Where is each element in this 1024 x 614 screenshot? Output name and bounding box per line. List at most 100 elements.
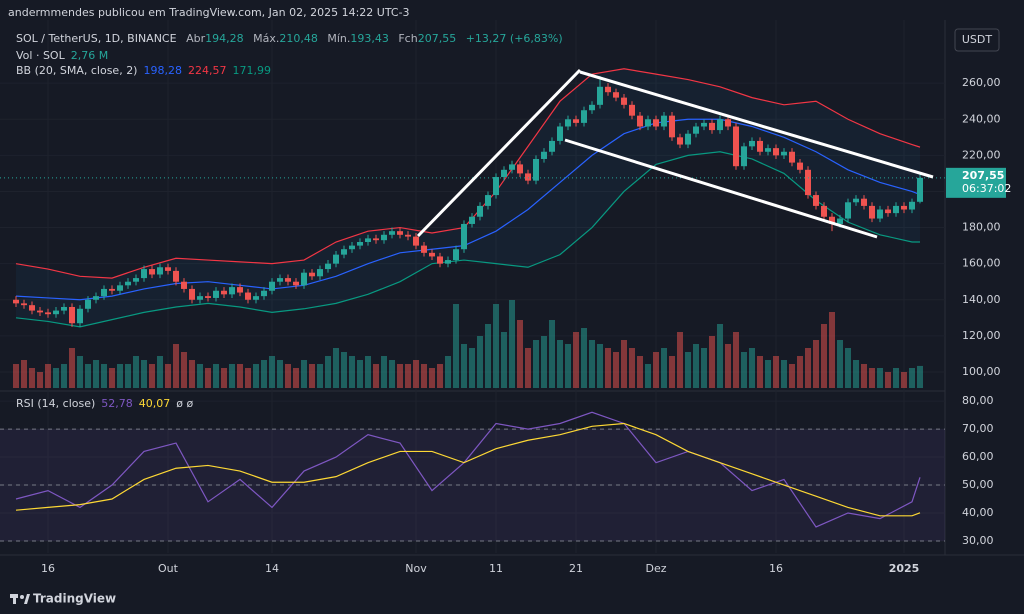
y-tick-label: 220,00: [962, 148, 1001, 161]
candle-body: [317, 269, 323, 277]
y-tick-label: 260,00: [962, 76, 1001, 89]
volume-bar: [541, 336, 547, 388]
candle-body: [589, 104, 595, 111]
candle-body: [461, 223, 467, 250]
volume-bar: [853, 360, 859, 388]
volume-bar: [13, 364, 19, 388]
volume-bar: [597, 344, 603, 388]
volume-bar: [189, 360, 195, 388]
volume-bar: [341, 352, 347, 388]
volume-bar: [117, 364, 123, 388]
currency-box[interactable]: [954, 28, 1000, 52]
y-tick-label: 180,00: [962, 221, 1001, 234]
ohlc-value: 193,43: [350, 32, 389, 45]
volume-bar: [309, 364, 315, 388]
trend-line: [579, 70, 934, 179]
candle-body: [853, 198, 859, 203]
ohlc-key: Abr: [186, 32, 206, 45]
volume-bar: [173, 344, 179, 388]
rsi-line: [15, 422, 921, 517]
x-tick-label: 11: [489, 562, 503, 575]
candle-body: [861, 198, 867, 206]
volume-bar: [133, 356, 139, 388]
last-price-label: 207,55: [962, 169, 1004, 182]
volume-bar: [453, 304, 459, 388]
candle-body: [653, 119, 659, 127]
rsi-tick-label: 60,00: [962, 450, 994, 463]
volume-bar: [45, 364, 51, 388]
volume-bar: [821, 324, 827, 388]
candle-body: [525, 173, 531, 181]
candle-body: [837, 218, 843, 224]
rsi: [0, 411, 945, 542]
candle-body: [141, 269, 147, 279]
volume-bar: [437, 364, 443, 388]
x-tick-label: Nov: [405, 562, 427, 575]
candle-body: [629, 104, 635, 116]
publisher: andermmendes publicou em TradingView.com…: [8, 6, 410, 19]
volume-bar: [669, 356, 675, 388]
volume-bar: [85, 364, 91, 388]
candle-body: [869, 205, 875, 219]
ohlc-value: 207,55: [418, 32, 457, 45]
candle-body: [165, 267, 171, 271]
volume-bar: [29, 368, 35, 388]
volume-bar: [909, 368, 915, 388]
logo-bar: [13, 598, 16, 604]
volume-bar: [477, 336, 483, 388]
volume-bar: [21, 360, 27, 388]
volume-bar: [917, 365, 923, 388]
volume-bar: [845, 348, 851, 388]
rsi-na: ø ø: [176, 397, 193, 410]
candle-body: [613, 92, 619, 98]
volume-bar: [397, 364, 403, 388]
candle-body: [197, 296, 203, 300]
volume-bar: [405, 364, 411, 388]
candle-body: [645, 119, 651, 127]
volume-bar: [381, 356, 387, 388]
candle-body: [181, 281, 187, 289]
volume-value: 2,76 M: [71, 49, 108, 62]
logo-shape: [24, 594, 30, 604]
candle-body: [173, 270, 179, 282]
volume-bar: [165, 364, 171, 388]
volume-bar: [605, 348, 611, 388]
candle-body: [341, 249, 347, 255]
candle-body: [717, 119, 723, 131]
volume-bar: [733, 332, 739, 388]
candle-body: [733, 126, 739, 167]
candle-body: [517, 164, 523, 174]
candle-body: [565, 119, 571, 127]
candle-body: [813, 195, 819, 206]
candle-body: [821, 205, 827, 217]
volume-bar: [53, 368, 59, 388]
candle-body: [805, 169, 811, 196]
candle-body: [261, 290, 267, 297]
volume-bar: [741, 352, 747, 388]
volume-bar: [661, 348, 667, 388]
candle-body: [437, 256, 443, 264]
volume-bar: [565, 344, 571, 388]
candle-body: [61, 306, 67, 311]
volume-bar: [701, 348, 707, 388]
candle-body: [781, 151, 787, 156]
candle-body: [725, 119, 731, 127]
volume-bar: [357, 360, 363, 388]
volume-bar: [485, 324, 491, 388]
candle-body: [509, 164, 515, 170]
volume-bar: [77, 356, 83, 388]
x-tick-label: 14: [265, 562, 279, 575]
rsi-name: RSI (14, close): [16, 397, 95, 410]
volume-bar: [373, 364, 379, 388]
volume-bar: [389, 360, 395, 388]
volume-bar: [693, 344, 699, 388]
candle-body: [309, 272, 315, 277]
volume-bar: [677, 332, 683, 388]
volume-bar: [869, 368, 875, 388]
rsi-value: 52,78: [101, 397, 133, 410]
volume-bar: [501, 332, 507, 388]
rsi-legend: RSI (14, close) 52,78 40,07 ø ø: [16, 397, 194, 410]
volume-bar: [261, 360, 267, 388]
brand: TradingView: [33, 592, 116, 606]
candle-body: [829, 216, 835, 224]
